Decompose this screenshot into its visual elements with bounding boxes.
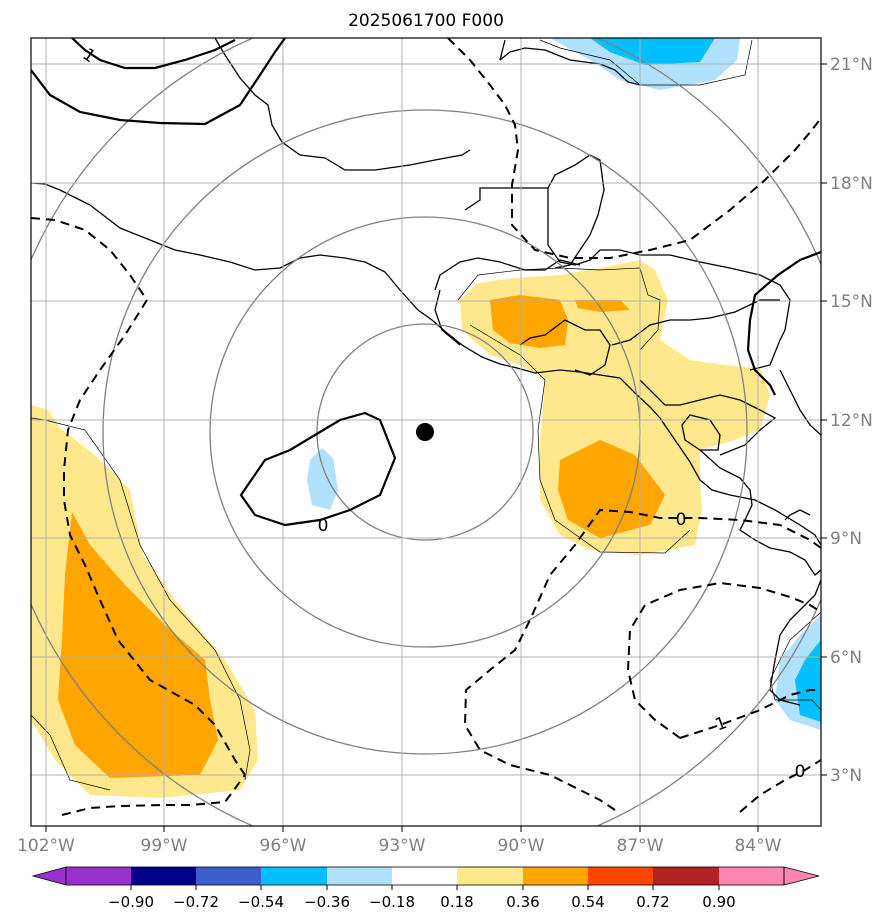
colorbar-tick-label: −0.36 — [304, 893, 350, 911]
contour-label-bottom-right: 0 — [795, 762, 806, 782]
colorbar-tick-label: 0.54 — [571, 893, 604, 911]
colorbar: −0.90 −0.72 −0.54 −0.36 −0.18 0.18 0.36 … — [31, 866, 820, 911]
colorbar-bin — [131, 867, 196, 885]
lon-label: 96°W — [260, 836, 307, 856]
coastlines-borders — [31, 38, 821, 706]
lon-label: 87°W — [617, 836, 664, 856]
range-rings — [31, 38, 821, 826]
colorbar-tick-label: 0.18 — [440, 893, 473, 911]
colorbar-extend-low — [31, 866, 67, 886]
longitude-labels: 102°W 99°W 96°W 93°W 90°W 87°W 84°W — [17, 836, 782, 856]
colorbar-bin — [66, 867, 131, 885]
colorbar-bin — [719, 867, 784, 885]
plot-frame — [30, 37, 822, 827]
contour-label-lower-right: -1 — [707, 713, 730, 738]
lon-label: 84°W — [735, 836, 782, 856]
contour-label-center-zero: 0 — [318, 516, 329, 536]
colorbar-tick-label: 0.90 — [702, 893, 735, 911]
lat-label: 9°N — [830, 529, 862, 549]
lat-label: 18°N — [830, 174, 873, 194]
colorbar-tick-label: 0.36 — [506, 893, 539, 911]
solid-contours — [31, 38, 821, 527]
colorbar-bin — [196, 867, 261, 885]
colorbar-tick-label: −0.18 — [369, 893, 415, 911]
lon-label: 90°W — [498, 836, 545, 856]
colorbar-bin — [261, 867, 327, 885]
colorbar-frame — [65, 866, 785, 886]
lon-label: 102°W — [17, 836, 75, 856]
colorbar-tick-label: −0.54 — [238, 893, 284, 911]
latitude-labels: 21°N 18°N 15°N 12°N 9°N 6°N 3°N — [830, 55, 873, 786]
colorbar-bin — [327, 867, 392, 885]
colorbar-bin — [523, 867, 588, 885]
dashed-contours — [31, 38, 821, 816]
lon-label: 99°W — [141, 836, 188, 856]
lat-label: 3°N — [830, 766, 862, 786]
graticule — [31, 38, 821, 826]
lat-label: 15°N — [830, 292, 873, 312]
colorbar-tick-label: 0.72 — [636, 893, 669, 911]
colorbar-bin — [588, 867, 653, 885]
lat-label: 6°N — [830, 648, 862, 668]
colorbar-bin — [457, 867, 523, 885]
lat-label: 12°N — [830, 411, 873, 431]
map-plot-area: 1 0 0 -1 0 — [31, 38, 821, 826]
colorbar-bin — [653, 867, 719, 885]
colorbar-bin — [392, 867, 457, 885]
lon-label: 93°W — [379, 836, 426, 856]
contour-label-right-zero: 0 — [676, 510, 687, 530]
axis-ticks — [45, 63, 827, 832]
colorbar-tick-label: −0.72 — [173, 893, 219, 911]
lat-label: 21°N — [830, 55, 873, 75]
colorbar-extend-high — [783, 866, 820, 886]
storm-center-dot — [416, 423, 434, 441]
colorbar-tick-label: −0.90 — [108, 893, 154, 911]
map-title: 2025061700 F000 — [348, 11, 504, 31]
